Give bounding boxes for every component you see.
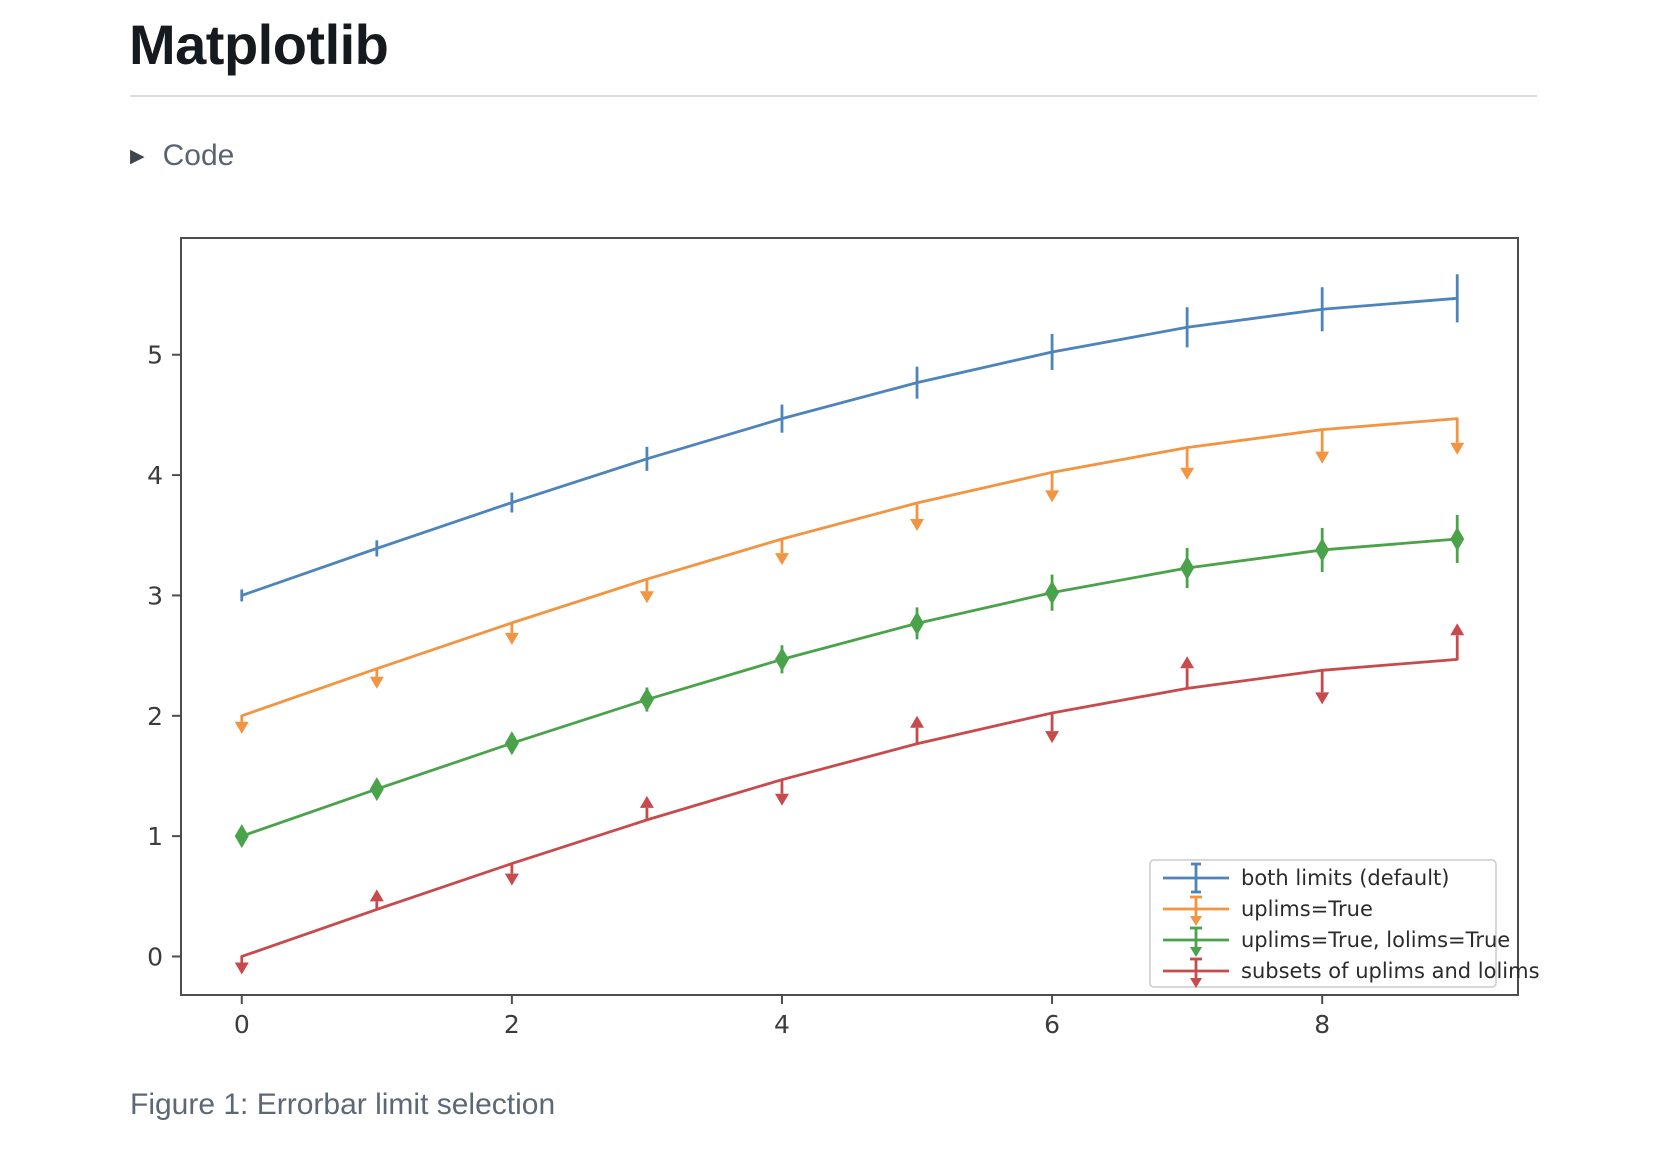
legend-entry-label: uplims=True bbox=[1241, 897, 1373, 921]
legend-entry-label: both limits (default) bbox=[1241, 866, 1449, 890]
svg-text:2: 2 bbox=[504, 1010, 520, 1039]
svg-text:4: 4 bbox=[774, 1010, 790, 1039]
errorbar-chart: 0 2 4 6 8 0 1 2 3 4 5 both limits (default) uplims=T… bbox=[115, 210, 1555, 1060]
legend-entry-label: uplims=True, lolims=True bbox=[1241, 928, 1510, 952]
page-title: Matplotlib bbox=[129, 13, 389, 76]
svg-text:6: 6 bbox=[1044, 1010, 1060, 1039]
svg-text:5: 5 bbox=[147, 341, 163, 370]
code-toggle-label: Code bbox=[162, 139, 235, 172]
code-toggle[interactable]: ▶ Code bbox=[130, 141, 234, 171]
collapse-triangle-icon: ▶ bbox=[130, 145, 145, 167]
legend-entry-label: subsets of uplims and lolims bbox=[1241, 959, 1540, 983]
series-3 bbox=[234, 514, 1465, 849]
divider bbox=[130, 95, 1537, 97]
figure-caption: Figure 1: Errorbar limit selection bbox=[130, 1088, 556, 1121]
series-4 bbox=[234, 623, 1465, 975]
svg-text:8: 8 bbox=[1314, 1010, 1330, 1039]
series-2 bbox=[234, 417, 1465, 734]
svg-text:1: 1 bbox=[147, 822, 163, 851]
svg-text:2: 2 bbox=[147, 702, 163, 731]
legend: both limits (default) uplims=True uplims=T… bbox=[1149, 859, 1540, 988]
svg-text:0: 0 bbox=[234, 1010, 250, 1039]
svg-text:0: 0 bbox=[147, 942, 163, 971]
axes: 0 2 4 6 8 0 1 2 3 4 5 bbox=[147, 237, 1519, 1039]
svg-text:4: 4 bbox=[147, 461, 163, 490]
series-1 bbox=[240, 274, 1459, 602]
svg-text:3: 3 bbox=[147, 581, 163, 610]
